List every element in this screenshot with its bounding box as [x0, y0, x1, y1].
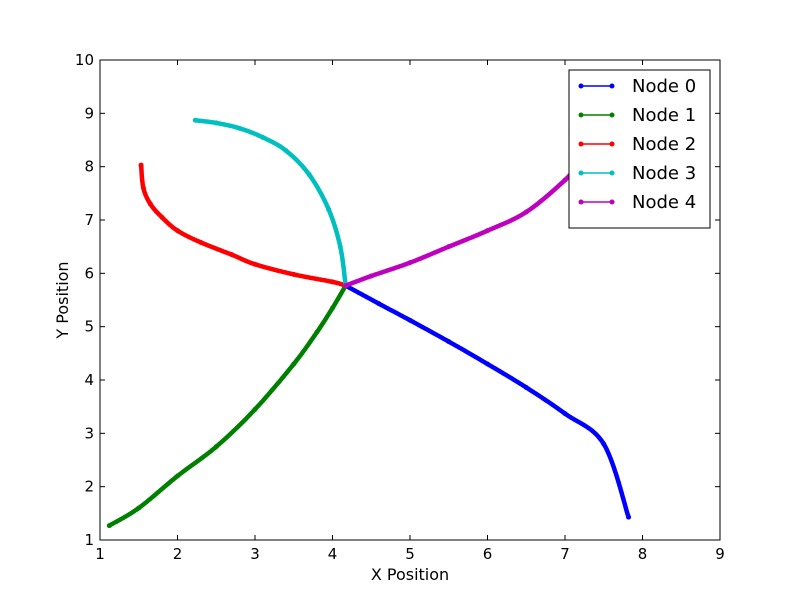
y-tick-label-4: 5 [84, 318, 94, 336]
series-2-point-5 [198, 239, 204, 245]
series-3-point-2 [237, 125, 242, 131]
legend-marker-end-4 [609, 199, 615, 205]
series-2-point-0 [138, 162, 144, 168]
series-1-point-3 [213, 444, 219, 450]
series-1-point-6 [314, 329, 320, 335]
series-1-point-2 [175, 473, 180, 479]
series-0-point-7 [601, 441, 607, 447]
legend-label-4: Node 4 [632, 192, 696, 213]
legend-marker-end-1 [609, 112, 615, 118]
legend-label-1: Node 1 [632, 105, 696, 126]
x-tick-label-8: 9 [715, 545, 725, 563]
y-tick-label-5: 6 [84, 264, 94, 282]
series-4-point-6 [562, 177, 568, 183]
series-2-point-4 [175, 228, 180, 234]
series-4-point-0 [343, 283, 349, 289]
series-3-point-3 [260, 134, 266, 140]
series-1-point-0 [106, 523, 112, 529]
legend: Node 0 Node 1 Node 2 Node 3 Node 4 [568, 69, 711, 229]
series-1-point-4 [252, 406, 258, 412]
y-tick-label-1: 2 [84, 478, 94, 496]
x-tick-label-3: 4 [328, 545, 338, 563]
series-2-point-1 [140, 185, 146, 191]
legend-entry-2: Node 2 [578, 134, 696, 155]
x-tick-label-2: 3 [250, 545, 260, 563]
legend-marker-end-2 [609, 141, 615, 147]
legend-label-0: Node 0 [632, 76, 696, 97]
series-0-point-2 [407, 317, 413, 323]
x-tick-label-7: 8 [638, 545, 648, 563]
series-2-point-7 [252, 261, 258, 267]
series-0-point-4 [485, 361, 490, 367]
x-tick-label-5: 6 [483, 545, 493, 563]
legend-entry-1: Node 1 [578, 105, 696, 126]
series-4-point-2 [407, 260, 413, 266]
series-2-point-9 [330, 279, 335, 285]
legend-label-3: Node 3 [632, 163, 696, 184]
series-4-point-3 [446, 244, 452, 250]
series-3-point-5 [306, 172, 312, 178]
series-2-point-8 [291, 271, 297, 277]
series-0-point-1 [376, 301, 382, 307]
series-0-point-5 [523, 384, 529, 390]
series-0-point-6 [562, 411, 568, 417]
series-2-point-6 [229, 252, 235, 258]
series-3-point-7 [337, 244, 343, 250]
y-tick-label-9: 10 [75, 51, 94, 69]
series-1-point-5 [291, 361, 297, 367]
series-2-point-3 [159, 214, 165, 220]
series-2-point-2 [147, 201, 153, 207]
x-tick-label-6: 7 [560, 545, 570, 563]
y-axis-label: Y Position [53, 261, 72, 339]
y-tick-label-3: 4 [84, 371, 94, 389]
series-4-point-4 [485, 228, 490, 234]
y-tick-label-6: 7 [84, 211, 94, 229]
legend-marker-end-0 [609, 83, 615, 89]
y-tick-label-7: 8 [84, 158, 94, 176]
y-tick-label-8: 9 [84, 104, 94, 122]
series-layer [106, 117, 632, 529]
legend-marker-start-4 [578, 199, 584, 205]
series-3-point-6 [326, 206, 332, 212]
series-1-point-1 [136, 505, 142, 511]
legend-marker-start-0 [578, 83, 584, 89]
legend-marker-start-3 [578, 170, 584, 176]
x-tick-label-0: 1 [95, 545, 105, 563]
series-0-point-3 [446, 339, 452, 345]
series-1-point-7 [330, 305, 335, 311]
series-4-point-1 [368, 273, 374, 279]
series-3-point-4 [283, 148, 289, 154]
y-tick-label-0: 1 [84, 531, 94, 549]
x-tick-label-4: 5 [405, 545, 415, 563]
legend-marker-start-1 [578, 112, 584, 118]
legend-entry-3: Node 3 [578, 163, 696, 184]
series-0-point-8 [626, 514, 632, 520]
legend-entry-0: Node 0 [578, 76, 696, 97]
series-4-point-5 [523, 209, 529, 215]
x-tick-label-1: 2 [173, 545, 183, 563]
legend-marker-start-2 [578, 141, 584, 147]
series-3-point-0 [192, 117, 198, 123]
legend-label-2: Node 2 [632, 134, 696, 155]
legend-marker-end-3 [609, 170, 615, 176]
y-tick-label-2: 3 [84, 424, 94, 442]
x-axis-label: X Position [371, 565, 449, 584]
series-3-point-1 [213, 120, 219, 126]
series-2 [138, 162, 349, 289]
series-line-4 [343, 159, 583, 288]
legend-entry-4: Node 4 [578, 192, 696, 213]
axes-layer: 1 2 3 4 5 6 7 8 9 1 2 3 4 5 6 7 8 9 10 [75, 51, 725, 563]
series-1 [106, 283, 349, 529]
